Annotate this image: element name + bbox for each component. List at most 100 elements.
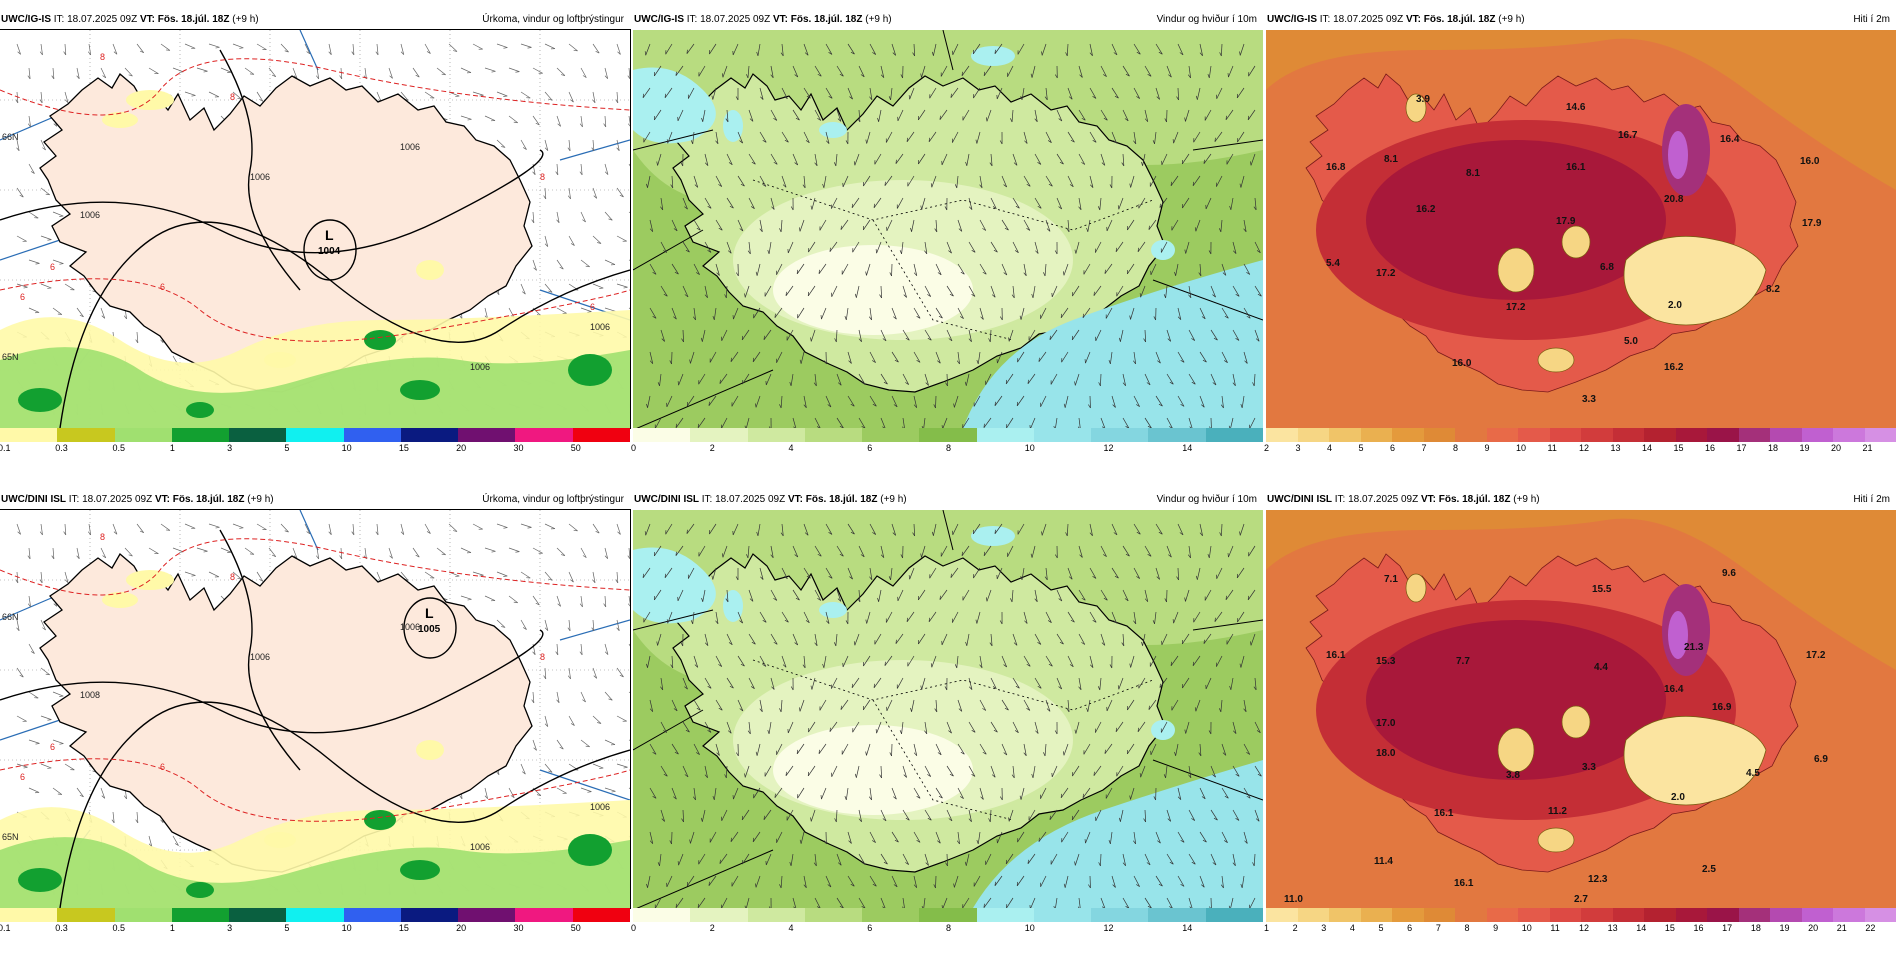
temperature-point-label: 14.6 — [1566, 102, 1586, 113]
precip-area-heavy — [364, 810, 396, 830]
isobar-label: 1006 — [400, 622, 420, 632]
temperature-contour-label: 6 — [160, 282, 165, 292]
temperature-point-label: 11.0 — [1284, 894, 1303, 905]
wind-band-strong — [819, 602, 847, 618]
it-label: IT: — [1335, 494, 1346, 505]
temperature-point-label: 2.7 — [1574, 894, 1588, 905]
temperature-point-label: 5.4 — [1326, 258, 1340, 269]
glacier-cold-area — [1406, 574, 1426, 602]
colorbar-tick: 20 — [456, 443, 466, 453]
colorbar-swatch — [1770, 908, 1802, 922]
colorbar-swatch — [401, 428, 458, 442]
colorbar-swatch — [1329, 428, 1361, 442]
wind-barb-head — [1204, 160, 1205, 164]
panel-header: UWC/DINI ISL IT: 18.07.2025 09Z VT: Fös.… — [0, 492, 630, 508]
temperature-point-label: 17.0 — [1376, 718, 1396, 729]
colorbar-tick: 18 — [1751, 923, 1761, 933]
wind-band-strong — [819, 122, 847, 138]
colorbar-swatch — [1424, 908, 1456, 922]
temperature-point-label: 9.6 — [1722, 568, 1736, 579]
temperature-point-label: 3.3 — [1582, 394, 1596, 405]
temperature-point-label: 11.2 — [1548, 806, 1567, 817]
lead-time: (+9 h) — [880, 494, 906, 505]
wind-barb-head — [841, 226, 842, 230]
it-label: IT: — [687, 14, 698, 25]
temperature-point-label: 16.2 — [1664, 362, 1684, 373]
precip-area-heavy — [568, 354, 612, 386]
temperature-point-label: 4.4 — [1594, 662, 1608, 673]
colorbar-tick: 12 — [1579, 443, 1589, 453]
wind-barb-head — [1173, 139, 1174, 143]
temperature-contour-label: 6 — [20, 772, 25, 782]
colorbar-tick: 19 — [1800, 443, 1810, 453]
colorbar-swatch — [172, 428, 229, 442]
colorbar-tick: 10 — [1025, 923, 1035, 933]
colorbar-swatch — [1266, 908, 1298, 922]
colorbar-tick: 7 — [1436, 923, 1441, 933]
colorbar-tick: 50 — [571, 923, 581, 933]
colorbar-swatch — [919, 428, 976, 442]
temperature-point-label: 3.8 — [1506, 770, 1520, 781]
colorbar-swatch — [573, 908, 630, 922]
temperature-contour-label: 6 — [590, 302, 595, 312]
temp-panel-ig: UWC/IG-IS IT: 18.07.2025 09Z VT: Fös. 18… — [1266, 12, 1896, 474]
temperature-point-label: 17.2 — [1376, 268, 1396, 279]
model-name: UWC/IG-IS — [1267, 14, 1317, 25]
colorbar-tick: 21 — [1837, 923, 1847, 933]
colorbar-swatch — [1833, 428, 1865, 442]
isobar-label: 1006 — [590, 322, 610, 332]
colorbar-swatch — [573, 428, 630, 442]
colorbar-swatch — [115, 428, 172, 442]
isobar-label: 1006 — [250, 172, 270, 182]
colorbar-tick: 0.1 — [0, 923, 11, 933]
it-value: 18.07.2025 09Z — [1333, 14, 1403, 25]
wind-map[interactable] — [633, 30, 1263, 428]
colorbar-swatch — [1361, 908, 1393, 922]
run-info: UWC/IG-IS IT: 18.07.2025 09Z VT: Fös. 18… — [634, 12, 892, 28]
low-pressure-mark: L — [425, 605, 434, 621]
colorbar-tick: 19 — [1779, 923, 1789, 933]
colorbar-swatch — [633, 428, 690, 442]
colorbar-tick: 17 — [1737, 443, 1747, 453]
temperature-point-label: 12.3 — [1588, 874, 1608, 885]
wind-panel-dini: UWC/DINI ISL IT: 18.07.2025 09Z VT: Fös.… — [633, 492, 1263, 954]
wind-map[interactable] — [633, 510, 1263, 908]
colorbar-tick: 16 — [1694, 923, 1704, 933]
colorbar-tick: 2 — [1293, 923, 1298, 933]
colorbar-swatch — [1424, 428, 1456, 442]
colorbar-swatch — [1298, 428, 1330, 442]
model-name: UWC/IG-IS — [634, 14, 684, 25]
temperature-point-label: 16.4 — [1720, 134, 1740, 145]
colorbar-tick: 0.3 — [55, 443, 68, 453]
precip-panel-dini: UWC/DINI ISL IT: 18.07.2025 09Z VT: Fös.… — [0, 492, 630, 954]
temperature-point-label: 17.2 — [1506, 302, 1526, 313]
colorbar-swatch — [1739, 908, 1771, 922]
colorbar-tick: 5 — [1359, 443, 1364, 453]
temperature-contour-label: 8 — [100, 532, 105, 542]
low-pressure-mark: L — [325, 227, 334, 243]
colorbar-swatch — [977, 908, 1034, 922]
colorbar-swatch — [1455, 428, 1487, 442]
colorbar-swatch — [458, 428, 515, 442]
precip-area-light — [102, 592, 138, 608]
temperature-contour-label: 8 — [230, 572, 235, 582]
colorbar-swatch — [1676, 428, 1708, 442]
colorbar-tick: 0.3 — [55, 923, 68, 933]
colorbar-tick: 2 — [710, 923, 715, 933]
vt-label: VT: — [788, 494, 803, 505]
temperature-point-label: 8.1 — [1384, 154, 1398, 165]
colorbar-swatch — [919, 908, 976, 922]
temperature-point-label: 6.9 — [1814, 754, 1828, 765]
temperature-contour-label: 6 — [20, 292, 25, 302]
colorbar-swatch — [1487, 908, 1519, 922]
colorbar-swatch — [1613, 428, 1645, 442]
wind-barb-head — [841, 706, 842, 710]
colorbar-swatch — [1148, 428, 1205, 442]
panel-title: Vindur og hviður í 10m — [1157, 12, 1257, 28]
wind-colorbar — [633, 908, 1263, 922]
